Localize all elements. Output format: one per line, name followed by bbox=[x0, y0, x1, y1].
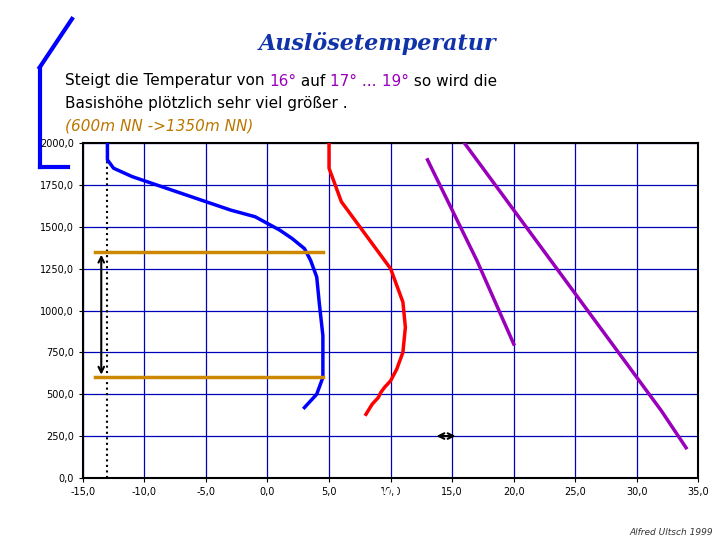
Text: Basishöhe plötzlich sehr viel größer .: Basishöhe plötzlich sehr viel größer . bbox=[65, 97, 348, 111]
Text: Steigt die Temperatur von: Steigt die Temperatur von bbox=[65, 73, 269, 89]
Text: (600m NN ->1350m NN): (600m NN ->1350m NN) bbox=[65, 118, 253, 133]
Text: Alfred Ultsch 1999: Alfred Ultsch 1999 bbox=[629, 528, 713, 537]
Text: Auslösetemperatur: Auslösetemperatur bbox=[259, 32, 497, 55]
Text: auf: auf bbox=[297, 73, 330, 89]
Text: 17° ...: 17° ... bbox=[330, 73, 377, 89]
Text: 16°: 16° bbox=[269, 73, 297, 89]
Text: Boden: Boden bbox=[354, 483, 428, 503]
Text: 19°: 19° bbox=[377, 73, 409, 89]
Text: so wird die: so wird die bbox=[409, 73, 497, 89]
